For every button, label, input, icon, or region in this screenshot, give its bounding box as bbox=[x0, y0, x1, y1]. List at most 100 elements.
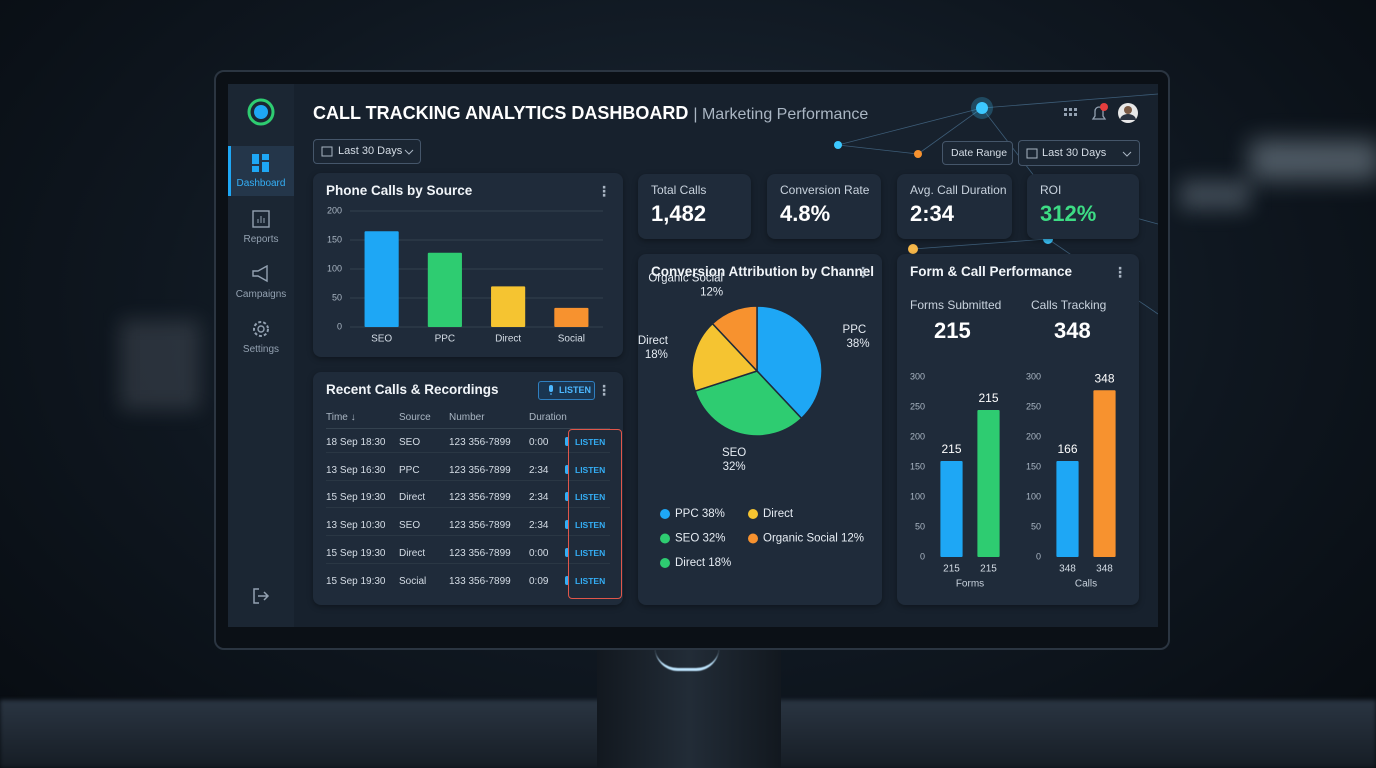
table-cell: 15 Sep 19:30 bbox=[326, 492, 386, 504]
kpi-label: Conversion Rate bbox=[780, 183, 870, 197]
bar bbox=[554, 307, 589, 327]
y-tick-label: 0 bbox=[337, 321, 342, 331]
legend-swatch bbox=[660, 558, 670, 568]
slice-label: SEO bbox=[722, 447, 746, 459]
row-listen[interactable]: LISTEN bbox=[565, 437, 605, 447]
legend-label: PPC 38% bbox=[675, 508, 725, 520]
legend-swatch bbox=[660, 533, 670, 544]
column-header: Source bbox=[399, 412, 431, 423]
slice-value-label: 38% bbox=[847, 338, 870, 350]
menu-dots[interactable]: ⋮ bbox=[1113, 264, 1127, 280]
row-rule bbox=[326, 479, 610, 481]
row-listen[interactable]: LISTEN bbox=[565, 464, 605, 475]
nav-icon bbox=[252, 265, 268, 283]
date-filter-label: Last 30 Days bbox=[338, 145, 403, 157]
mic-icon bbox=[565, 547, 569, 557]
bar bbox=[977, 410, 1000, 557]
table-cell: 13 Sep 10:30 bbox=[326, 520, 386, 532]
pie-slice bbox=[691, 322, 759, 393]
menu-dots[interactable]: ⋮ bbox=[597, 183, 611, 199]
stat-label: Calls Tracking bbox=[1031, 298, 1107, 312]
nav-icon bbox=[252, 210, 270, 228]
nav-item[interactable]: Campaigns bbox=[235, 289, 287, 300]
kpi-label: Avg. Call Duration bbox=[910, 183, 1007, 197]
nav-item[interactable]: Reports bbox=[243, 234, 279, 245]
pie-slice bbox=[694, 370, 803, 437]
listen-highlight bbox=[568, 429, 622, 599]
table-cell: 2:34 bbox=[529, 492, 549, 504]
slice-label: Organic Social bbox=[648, 272, 723, 284]
x-tick-label: SEO bbox=[371, 334, 392, 345]
nav-item[interactable]: Dashboard bbox=[236, 178, 286, 189]
kpi-value: 1,482 bbox=[651, 201, 707, 226]
calendar-icon bbox=[321, 146, 333, 157]
stat-value: 215 bbox=[934, 318, 971, 343]
legend-label: Organic Social 12% bbox=[763, 533, 864, 545]
menu-dots[interactable]: ⋮ bbox=[856, 264, 870, 280]
pie-slice bbox=[756, 305, 823, 420]
row-listen[interactable]: LISTEN bbox=[565, 520, 605, 530]
kpi-value: 2:34 bbox=[910, 201, 955, 226]
table-cell: Direct bbox=[399, 547, 426, 559]
date-range-button[interactable]: Date Range bbox=[942, 141, 1013, 165]
nav-icon bbox=[253, 321, 269, 337]
date-filter[interactable]: Last 30 Days bbox=[313, 139, 421, 164]
table-cell: SEO bbox=[399, 520, 421, 532]
y-tick-label: 0 bbox=[1036, 551, 1041, 561]
table-cell: 123 356-7899 bbox=[449, 437, 511, 448]
table-cell: 2:34 bbox=[529, 520, 549, 532]
legend-swatch bbox=[660, 509, 670, 519]
nav-item[interactable]: Settings bbox=[242, 344, 280, 355]
pie-chart: PPC 38% SEO 32% Direct 18% Organic Social 12% PP… bbox=[638, 272, 870, 569]
logout-icon[interactable] bbox=[251, 586, 271, 606]
kpi-label: ROI bbox=[1040, 183, 1062, 197]
legend-swatch bbox=[748, 533, 758, 544]
chevron bbox=[404, 149, 414, 155]
y-tick-label: 0 bbox=[920, 551, 925, 561]
stat-label: Forms Submitted bbox=[910, 298, 1002, 312]
row-rule bbox=[326, 507, 610, 509]
stat-value: 348 bbox=[1054, 318, 1091, 343]
kpi-card: ROI 312% bbox=[1027, 174, 1139, 239]
row-rule bbox=[326, 535, 610, 537]
slice-label: Direct bbox=[638, 335, 669, 347]
card-title: Form & Call Performance bbox=[910, 264, 1073, 279]
row-listen[interactable]: LISTEN bbox=[565, 575, 605, 586]
bar-charts: 0 50 100 150 200 250 300 215 215 215 215 Forms 0 50 10… bbox=[910, 371, 1116, 590]
y-tick-label: 200 bbox=[327, 205, 342, 215]
chevron bbox=[1122, 151, 1132, 157]
y-tick-label: 150 bbox=[1026, 461, 1041, 471]
table-cell: 0:00 bbox=[529, 437, 549, 448]
x-axis-label: Calls bbox=[1075, 579, 1097, 590]
table-cell: 133 356-7899 bbox=[449, 575, 511, 587]
date-range-select-label: Last 30 Days bbox=[1042, 147, 1107, 159]
form-call-card: Form & Call Performance ⋮ Forms Submitte… bbox=[897, 254, 1139, 605]
row-listen[interactable]: LISTEN bbox=[565, 547, 605, 558]
y-tick-label: 100 bbox=[1026, 491, 1041, 501]
x-tick-label: 215 bbox=[980, 564, 997, 575]
kpi-card: Conversion Rate 4.8% bbox=[767, 174, 881, 239]
recent-calls-card: Recent Calls & Recordings ⋮ LISTEN Time … bbox=[313, 372, 623, 605]
kpi-value: 312% bbox=[1040, 201, 1097, 226]
card-title: Recent Calls & Recordings bbox=[326, 382, 499, 397]
mic-icon bbox=[565, 520, 569, 530]
kpi-label: Total Calls bbox=[651, 183, 707, 197]
x-tick-label: Direct bbox=[495, 334, 521, 345]
header-icons[interactable] bbox=[1058, 99, 1158, 129]
row-rule bbox=[326, 452, 610, 453]
y-tick-label: 200 bbox=[910, 431, 925, 441]
stand-glow bbox=[655, 648, 719, 671]
menu-dots[interactable]: ⋮ bbox=[597, 382, 611, 398]
y-tick-label: 50 bbox=[915, 521, 925, 531]
row-listen[interactable]: LISTEN bbox=[565, 492, 605, 502]
table-cell: 123 356-7899 bbox=[449, 492, 511, 504]
bar-label: 215 bbox=[941, 442, 961, 456]
mic-icon bbox=[565, 464, 569, 474]
kpi-value: 4.8% bbox=[780, 201, 831, 226]
date-range-select[interactable]: Last 30 Days bbox=[1018, 140, 1140, 166]
listen-button[interactable]: LISTEN bbox=[538, 381, 595, 400]
table-cell: Social bbox=[399, 575, 427, 587]
x-tick-label: Social bbox=[558, 334, 585, 345]
legend-swatch bbox=[748, 509, 758, 519]
